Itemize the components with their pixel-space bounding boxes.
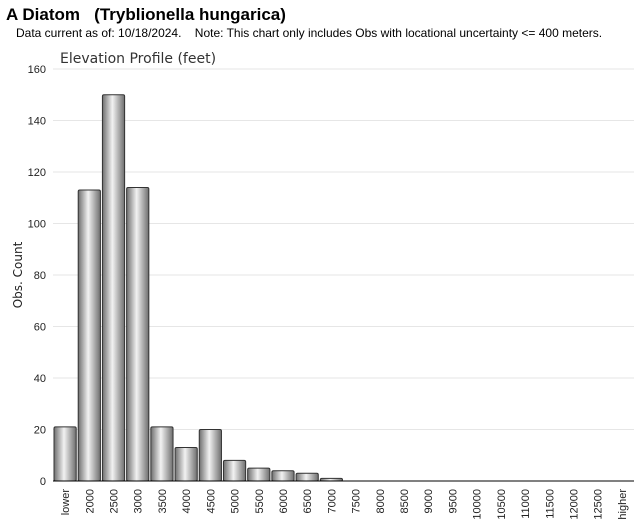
y-tick-label: 60 xyxy=(34,322,46,334)
y-tick-label: 160 xyxy=(28,64,46,76)
x-tick-label: 2500 xyxy=(109,489,121,513)
x-tick-label: 5000 xyxy=(230,489,242,513)
bar-2000 xyxy=(77,189,101,482)
x-tick-label: higher xyxy=(617,489,629,520)
bars xyxy=(53,94,343,482)
x-tick-label: 2000 xyxy=(84,489,96,513)
bar-3000 xyxy=(126,186,150,482)
x-tick-label: 6000 xyxy=(278,489,290,513)
x-tick-label: 5500 xyxy=(254,489,266,513)
x-tick-label: 11000 xyxy=(520,489,532,519)
y-tick-label: 40 xyxy=(34,373,46,385)
x-tick-label: 8000 xyxy=(375,489,387,513)
y-tick-label: 140 xyxy=(28,116,46,128)
x-tick-label: 12500 xyxy=(593,489,605,520)
bar-3500 xyxy=(150,426,174,482)
x-tick-label: 6500 xyxy=(302,489,314,513)
data-note: Data current as of: 10/18/2024. Note: Th… xyxy=(16,26,603,40)
bar-5500 xyxy=(247,467,271,482)
x-tick-label: 8500 xyxy=(399,489,411,513)
axes: 0 20 40 60 80 100 120 140 160 lower 2000 2500 3000 35… xyxy=(28,64,634,520)
y-tick-label: 80 xyxy=(34,270,46,282)
bar-5000 xyxy=(222,459,247,482)
y-tick-label: 20 xyxy=(34,425,46,437)
bar-6000 xyxy=(271,470,295,482)
y-axis-label: Obs. Count xyxy=(11,241,25,308)
x-tick-label: 4500 xyxy=(205,489,217,513)
x-tick-label: 7500 xyxy=(351,489,363,513)
x-tick-label: 11500 xyxy=(544,489,556,519)
x-tick-label: 10000 xyxy=(472,489,484,520)
x-tick-label: 9000 xyxy=(423,489,435,513)
page-title: A Diatom (Tryblionella hungarica) xyxy=(6,5,286,24)
y-tick-label: 120 xyxy=(28,167,46,179)
bar-6500 xyxy=(295,472,319,482)
x-tick-label: 7000 xyxy=(326,489,338,513)
x-tick-label: 3000 xyxy=(133,489,145,513)
bar-4000 xyxy=(174,447,198,482)
x-tick-label: 12000 xyxy=(568,489,580,520)
bar-lower xyxy=(53,426,77,482)
grid-lines xyxy=(53,68,634,482)
chart-title: Elevation Profile (feet) xyxy=(60,51,216,67)
x-tick-label: 10500 xyxy=(496,489,508,520)
x-tick-label: 9500 xyxy=(447,489,459,513)
x-tick-label: lower xyxy=(60,489,72,516)
y-tick-label: 100 xyxy=(28,219,46,231)
x-tick-label: 4000 xyxy=(181,489,193,513)
bar-4500 xyxy=(198,429,222,482)
bar-2500 xyxy=(101,94,126,482)
y-tick-label: 0 xyxy=(40,476,46,488)
x-tick-label: 3500 xyxy=(157,489,169,513)
